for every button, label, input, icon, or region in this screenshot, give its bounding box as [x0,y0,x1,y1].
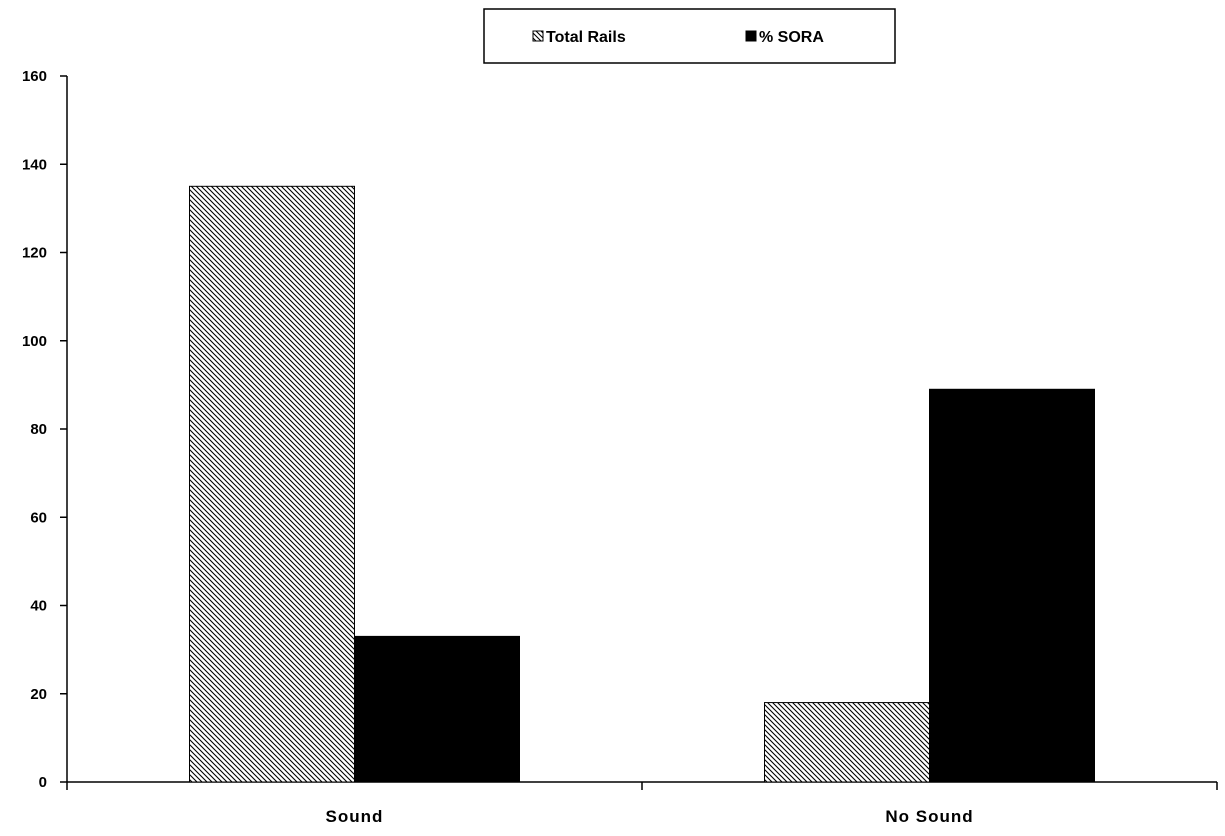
tick-labels: 0 20 40 60 80 100 120 140 160 Sound No Sound [22,68,973,826]
bar-sora-sound [354,635,520,783]
y-tick-label: 60 [30,509,47,526]
x-category-label: Sound [326,807,384,826]
bars [189,185,1095,783]
bar-total-rails-no-sound [764,702,930,783]
y-tick-label: 20 [30,686,47,703]
y-tick-label: 40 [30,598,47,615]
y-tick-label: 0 [39,774,47,791]
legend-swatch [745,30,757,42]
bar-total-rails-sound [189,185,355,783]
y-tick-label: 120 [22,245,47,262]
legend: Total Rails % SORA [483,8,896,64]
x-category-label: No Sound [885,807,973,826]
y-tick-label: 160 [22,68,47,85]
y-tick-label: 100 [22,333,47,350]
legend-swatch [532,30,544,42]
y-tick-label: 140 [22,156,47,173]
legend-box [483,8,896,64]
y-tick-label: 80 [30,421,47,438]
legend-label: Total Rails [546,29,626,46]
legend-label: % SORA [759,29,824,46]
bar-sora-no-sound [929,388,1095,783]
